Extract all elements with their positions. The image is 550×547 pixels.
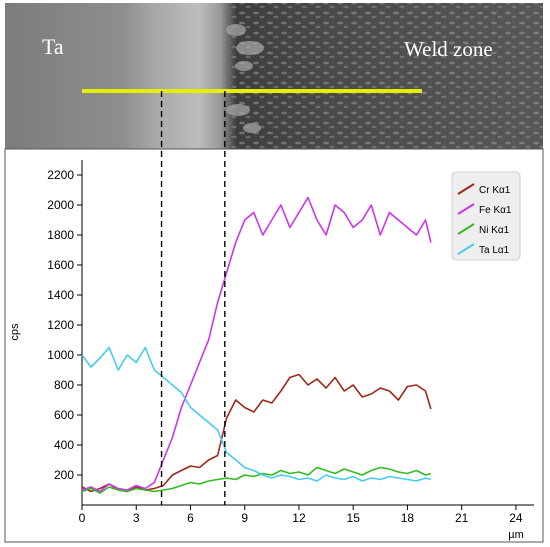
y-tick-label: 1800 bbox=[47, 228, 74, 242]
legend: Cr Kα1 Fe Kα1 Ni Kα1 Ta Lα1 bbox=[451, 171, 521, 261]
legend-label: Cr Kα1 bbox=[479, 185, 511, 196]
plot-area: 0 3 6 9 12 15 18 21 24 200 400 600 800 1000 1200 1400 16… bbox=[47, 91, 534, 525]
y-tick-label: 2000 bbox=[47, 198, 74, 212]
legend-label: Ni Kα1 bbox=[479, 225, 510, 236]
x-tick-label: 6 bbox=[187, 511, 194, 525]
x-tick-label: 15 bbox=[347, 511, 361, 525]
x-tick-label: 21 bbox=[455, 511, 469, 525]
y-tick-label: 200 bbox=[54, 468, 74, 482]
y-tick-label: 1400 bbox=[47, 288, 74, 302]
y-tick-label: 1000 bbox=[47, 348, 74, 362]
y-tick-label: 1600 bbox=[47, 258, 74, 272]
y-tick-label: 400 bbox=[54, 438, 74, 452]
y-tick-label: 800 bbox=[54, 378, 74, 392]
y-tick-label: 1200 bbox=[47, 318, 74, 332]
legend-swatch bbox=[457, 243, 475, 255]
series-line-ta bbox=[81, 346, 432, 482]
x-tick-label: 24 bbox=[509, 511, 523, 525]
legend-label: Ta Lα1 bbox=[479, 245, 510, 256]
y-tick-label: 2200 bbox=[47, 168, 74, 182]
sem-micrograph: Ta Weld zone bbox=[5, 3, 543, 149]
eds-line-scan-chart: 0 3 6 9 12 15 18 21 24 200 400 600 800 1000 1200 1400 16… bbox=[4, 91, 544, 543]
x-tick-label: 3 bbox=[133, 511, 140, 525]
weld-interface-globules bbox=[226, 24, 264, 133]
x-axis-title: µm bbox=[508, 529, 524, 541]
x-tick-label: 9 bbox=[241, 511, 248, 525]
series-line-fe bbox=[81, 196, 432, 493]
x-tick-label: 12 bbox=[292, 511, 306, 525]
micrograph-label-ta: Ta bbox=[42, 34, 64, 59]
y-axis-title: cps bbox=[9, 323, 21, 341]
legend-label: Fe Kα1 bbox=[479, 205, 512, 216]
y-tick-label: 600 bbox=[54, 408, 74, 422]
legend-swatch bbox=[457, 203, 475, 215]
weld-zone-dendrite-texture bbox=[230, 3, 543, 149]
legend-box bbox=[451, 171, 521, 261]
series-line-ni bbox=[81, 466, 432, 494]
micrograph-label-weld-zone: Weld zone bbox=[404, 37, 493, 61]
legend-swatch bbox=[457, 183, 475, 195]
x-tick-label: 18 bbox=[401, 511, 415, 525]
x-tick-label: 0 bbox=[79, 511, 86, 525]
legend-swatch bbox=[457, 223, 475, 235]
